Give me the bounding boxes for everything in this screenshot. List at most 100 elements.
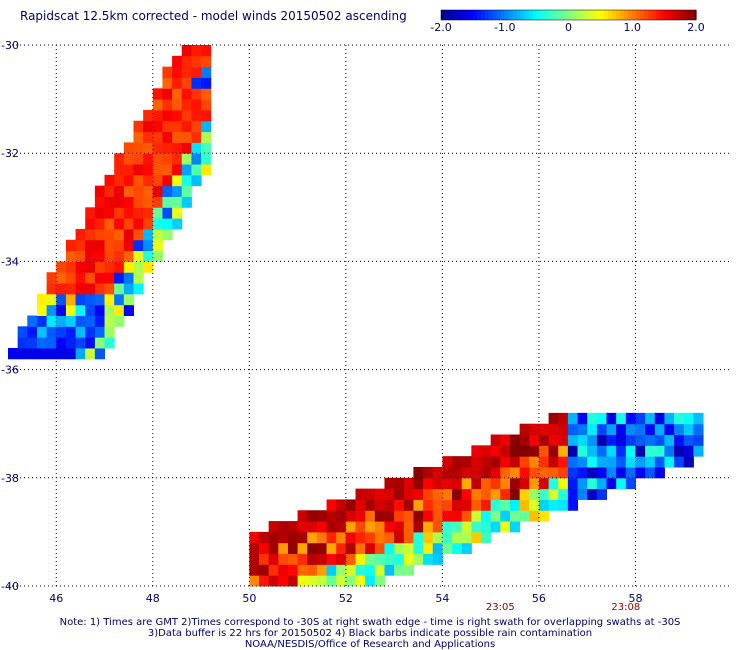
wind-cell [664,445,675,457]
wind-cell [693,412,704,425]
wind-cell [413,488,424,500]
wind-cell [278,531,289,544]
wind-cell [461,521,472,533]
wind-cell [625,456,636,468]
latitude-tick-label: -30 [1,39,19,52]
wind-cell [442,521,453,533]
wind-cell [181,131,192,143]
colorbar-segment [560,10,566,20]
wind-cell [674,412,685,425]
wind-cell [509,456,521,468]
wind-cell [442,456,453,468]
wind-cell [365,531,376,544]
wind-cell [683,445,694,457]
colorbar-segment [616,10,621,20]
wind-cell [94,272,106,284]
colorbar-segment [636,10,641,20]
wind-cell [567,466,579,479]
wind-cell [538,445,550,457]
wind-cell [114,272,125,284]
wind-cell [114,293,125,306]
wind-cell [394,499,405,511]
wind-cell [345,564,357,576]
wind-cell [46,293,57,306]
wind-cell [461,499,472,511]
wind-cell [152,109,163,122]
wind-cell [481,456,492,468]
wind-cell [654,456,665,468]
wind-cell [529,499,540,511]
wind-cell [384,564,395,576]
wind-cell [133,239,144,252]
wind-cell [181,45,192,57]
wind-cell [191,174,202,187]
wind-cell [36,315,48,327]
wind-cell [481,499,492,511]
wind-cell [423,542,434,555]
wind-cell [355,499,366,511]
wind-cell [394,531,405,544]
wind-cell [94,185,106,197]
colorbar-segment [668,10,673,20]
colorbar-tick-label: 2.0 [687,21,705,34]
wind-cell [297,531,308,544]
wind-cell [548,456,559,468]
wind-cell [162,77,173,89]
wind-cell [635,466,646,479]
wind-cell [529,510,540,522]
wind-cell [625,412,636,425]
colorbar-tick-label: 0 [565,21,572,34]
wind-cell [471,477,482,490]
wind-cell [625,445,636,457]
wind-cell [635,423,646,436]
wind-cell [152,185,163,197]
wind-cell [500,456,511,468]
figure-title: Rapidscat 12.5km corrected - model winds… [20,9,407,23]
wind-cell [587,412,598,425]
wind-cell [519,488,530,500]
wind-cell [471,521,482,533]
wind-cell [123,250,134,262]
wind-cell [452,521,463,533]
wind-cell [152,120,163,133]
longitude-tick-label: 46 [49,592,63,605]
wind-cell [529,488,540,500]
wind-cell [336,499,347,511]
wind-cell [316,521,328,533]
latitude-tick-label: -38 [1,472,19,485]
wind-cell [616,456,627,468]
longitude-tick-label: 56 [532,592,546,605]
wind-cell [152,99,163,111]
wind-cell [403,553,414,565]
wind-cell [606,456,617,468]
wind-cell [693,423,704,436]
wind-cell [143,109,154,122]
wind-cell [529,466,540,479]
wind-cell [258,553,270,565]
wind-cell [143,131,154,143]
wind-cell [606,423,617,436]
wind-cell [104,261,115,273]
wind-cell [567,423,579,436]
colorbar-segment [672,10,677,20]
wind-cell [258,575,270,587]
colorbar-tick-label: 1.0 [624,21,642,34]
wind-cell [577,456,588,468]
wind-cell [258,564,270,576]
wind-cell [297,575,308,587]
swath-time-label: 23:05 [486,602,515,613]
wind-cell [258,531,270,544]
wind-cell [394,510,405,522]
colorbar-segment [548,10,554,20]
colorbar-segment [544,10,550,20]
wind-cell [249,575,260,587]
wind-cell [143,142,154,154]
wind-cell [481,488,492,500]
wind-cell [490,477,501,490]
wind-cell [152,207,163,219]
wind-cell [104,250,115,262]
wind-cell [191,153,202,165]
wind-cell [442,542,453,555]
wind-cell [413,531,424,544]
wind-cell [336,531,347,544]
